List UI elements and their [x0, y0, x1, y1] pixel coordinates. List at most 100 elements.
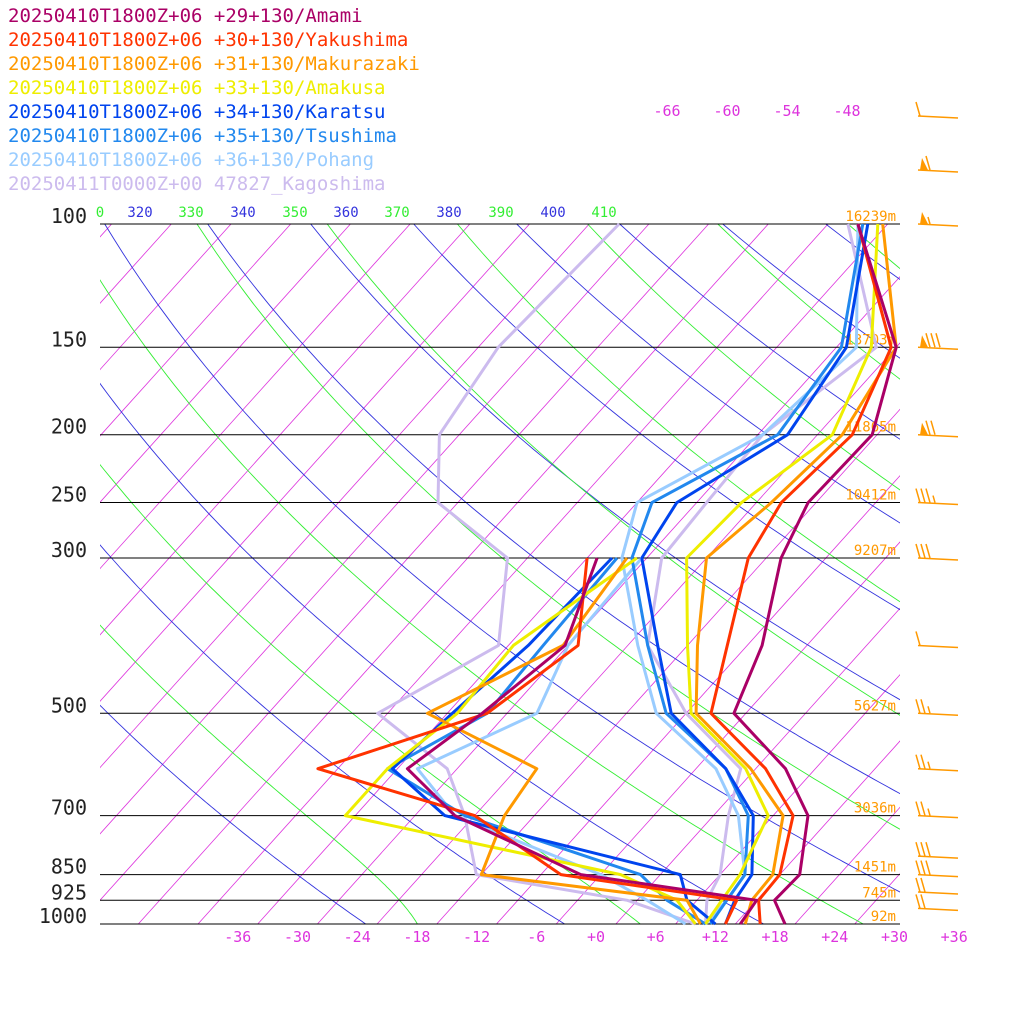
isotherm-line — [100, 223, 471, 636]
wind-barb — [915, 860, 959, 878]
moist-adiabat-line — [196, 223, 900, 830]
temperature-line-tsushima — [630, 223, 865, 925]
isotherm-line — [100, 223, 650, 835]
isotherm-line — [974, 224, 1024, 924]
upper-temperature-label: -54 — [773, 102, 800, 120]
pressure-label: 700 — [51, 796, 87, 820]
upper-temperature-label: -48 — [833, 102, 860, 120]
isotherm-line — [376, 342, 900, 925]
wind-barb — [915, 699, 959, 717]
isotherm-line — [496, 475, 900, 925]
isotherm-line — [100, 223, 351, 503]
height-label: 92m — [871, 909, 896, 925]
moist-adiabat-line — [100, 463, 641, 925]
isotherm-line — [735, 740, 900, 925]
dry-adiabat-line — [310, 223, 900, 701]
wind-barb — [917, 155, 959, 173]
theta-label: 360 — [333, 205, 358, 221]
isotherm-line — [615, 607, 900, 925]
temperature-tick-label: +0 — [587, 928, 605, 946]
legend-entry: 20250410T1800Z+06 +35+130/Tsushima — [8, 125, 397, 147]
height-label: 9207m — [854, 543, 896, 559]
moist-adiabat-line — [978, 224, 1024, 924]
wind-barb — [915, 801, 959, 819]
wind-barb — [915, 754, 959, 772]
temperature-tick-label: +24 — [821, 928, 848, 946]
isotherm-line — [100, 223, 232, 371]
legend-entry: 20250410T1800Z+06 +29+130/Amami — [8, 5, 363, 27]
pressure-label: 150 — [51, 327, 87, 351]
temperature-tick-label: +36 — [941, 928, 968, 946]
dry-adiabat-line — [929, 224, 1024, 924]
wind-barb — [917, 333, 959, 351]
temperature-line-amakusa — [685, 223, 880, 925]
dry-adiabat-line — [100, 382, 764, 925]
theta-label: 0 — [96, 205, 104, 221]
temperature-line-kagoshima — [646, 223, 878, 925]
temperature-tick-label: -30 — [284, 928, 311, 946]
legend-entry: 20250410T1800Z+06 +36+130/Pohang — [8, 149, 375, 171]
height-label: 745m — [862, 885, 896, 901]
isotherm-line — [675, 674, 900, 925]
theta-label: 370 — [384, 205, 409, 221]
temperature-line-amami — [732, 223, 898, 925]
pressure-label: 100 — [51, 204, 87, 228]
pressure-label: 200 — [51, 415, 87, 439]
dewpoint-line-karatsu — [391, 556, 717, 926]
isotherm-line — [100, 223, 411, 570]
dewpoint-line-makurazaki — [425, 557, 702, 925]
wind-barb — [915, 841, 959, 859]
temperature-tick-label: +12 — [702, 928, 729, 946]
theta-label: 340 — [230, 205, 255, 221]
temperature-tick-label: +6 — [647, 928, 665, 946]
isotherm-line — [854, 873, 900, 925]
upper-temperature-label: -66 — [653, 102, 680, 120]
moist-adiabat-line — [457, 223, 900, 603]
temperature-tick-label: +18 — [762, 928, 789, 946]
legend-entry: 20250410T1800Z+06 +30+130/Yakushima — [8, 29, 409, 51]
dry-adiabat-line — [619, 223, 900, 440]
temperature-tick-label: -18 — [403, 928, 430, 946]
height-label: 3036m — [854, 801, 896, 817]
temperature-tick-label: -24 — [344, 928, 371, 946]
dewpoint-line-yakushima — [316, 557, 739, 925]
temperature-tick-label: +30 — [881, 928, 908, 946]
theta-label: 320 — [127, 205, 152, 221]
wind-barb — [915, 488, 959, 506]
isotherm-line — [914, 224, 1024, 924]
legend-entry: 20250410T1800Z+06 +33+130/Amakusa — [8, 77, 386, 99]
temperature-tick-label: -6 — [527, 928, 545, 946]
isotherm-line — [197, 223, 829, 925]
wind-barb — [917, 420, 959, 438]
pressure-label: 250 — [51, 483, 87, 507]
soundings — [316, 222, 898, 926]
moist-adiabat-line — [587, 223, 900, 491]
wind-barbs — [915, 101, 959, 912]
height-label: 16239m — [845, 209, 896, 225]
temperature-line-karatsu — [640, 223, 870, 925]
wind-barb — [915, 101, 959, 119]
isotherm-line — [257, 223, 888, 925]
pressure-label: 925 — [51, 880, 87, 904]
pressure-label: 850 — [51, 855, 87, 879]
theta-label: 410 — [591, 205, 616, 221]
dewpoint-line-kagoshima — [376, 222, 696, 926]
theta-label: 350 — [282, 205, 307, 221]
legend-entry: 20250410T1800Z+06 +34+130/Karatsu — [8, 101, 386, 123]
temperature-line-makurazaki — [694, 223, 898, 925]
pressure-label: 300 — [51, 538, 87, 562]
temperature-tick-label: -12 — [463, 928, 490, 946]
theta-label: 330 — [178, 205, 203, 221]
isotherm-line — [100, 223, 709, 901]
wind-barb — [915, 877, 959, 895]
pressure-label: 1000 — [39, 904, 87, 928]
upper-temperature-label: -60 — [713, 102, 740, 120]
theta-label: 380 — [436, 205, 461, 221]
wind-barb — [917, 212, 959, 227]
temperature-tick-label: -36 — [224, 928, 251, 946]
dry-adiabat-line — [104, 223, 900, 893]
isotherm-line — [555, 541, 900, 925]
isotherm-line — [100, 223, 590, 769]
legend-entry: 20250410T1800Z+06 +31+130/Makurazaki — [8, 53, 420, 75]
